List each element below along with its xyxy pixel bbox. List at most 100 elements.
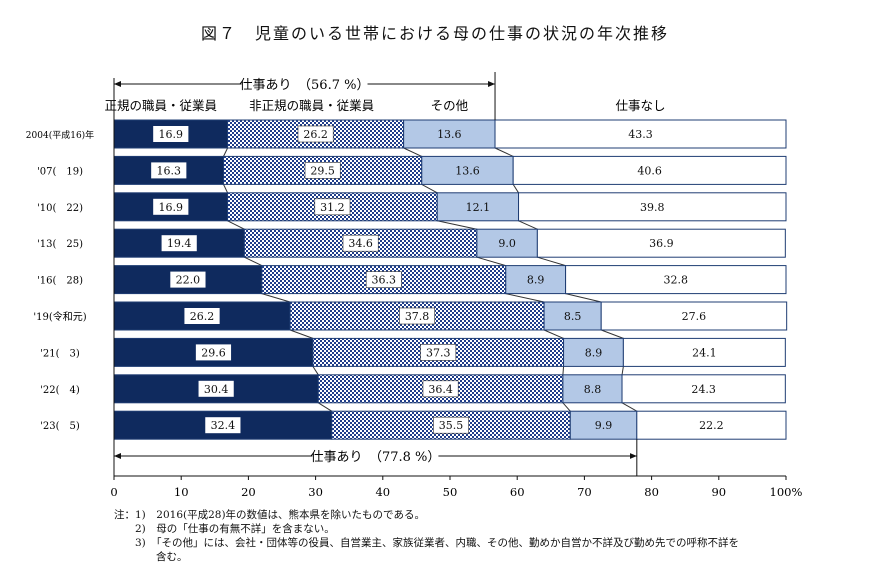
x-tick-label: 100%	[770, 485, 803, 499]
segment-other	[569, 410, 638, 440]
value-label: 13.6	[455, 164, 480, 177]
connector-line	[537, 256, 566, 267]
x-tick-label: 80	[644, 485, 659, 499]
connector-line	[512, 184, 519, 194]
value-label: 37.3	[426, 346, 451, 359]
note-2: 2) 母の「仕事の有無不詳」を含まない。	[114, 523, 335, 535]
value-label-box	[422, 380, 459, 398]
value-label: 9.9	[595, 419, 613, 432]
x-tick-label: 50	[443, 485, 458, 499]
value-label: 32.8	[664, 274, 689, 287]
value-label-box	[365, 271, 402, 288]
segment-no-work	[512, 155, 787, 185]
value-label: 36.9	[649, 237, 674, 250]
value-label: 22.2	[699, 419, 724, 432]
category-label: '13( 25)	[37, 239, 83, 250]
connector-line	[227, 220, 245, 230]
segment-no-work	[622, 337, 786, 367]
chart-title: 図７ 児童のいる世帯における母の仕事の状況の年次推移	[200, 24, 669, 43]
value-label-box	[151, 162, 187, 179]
connector-line	[601, 329, 624, 339]
category-label: '19(令和元)	[33, 310, 86, 323]
segment-no-work	[636, 410, 787, 440]
legend-label: 正規の職員・従業員	[105, 98, 218, 113]
note-4: 含む。	[114, 551, 188, 563]
connector-line	[621, 402, 638, 412]
x-tick-label: 40	[375, 485, 390, 499]
segment-regular	[113, 374, 319, 404]
connector-line	[562, 366, 565, 375]
connector-line	[403, 147, 422, 157]
annotation-label: 仕事あり （56.7 %）	[240, 78, 370, 93]
value-label-box	[161, 235, 197, 252]
value-label-box	[198, 380, 234, 397]
value-label: 35.5	[439, 419, 464, 432]
value-label-box	[304, 162, 341, 179]
value-label: 26.2	[190, 310, 215, 323]
value-label: 31.2	[320, 201, 345, 214]
value-label-box	[153, 126, 189, 142]
value-label: 12.1	[466, 201, 491, 214]
annotation-label: 仕事あり （77.8 %）	[310, 450, 440, 465]
note-1: 注：1) 2016(平成28)年の数値は、熊本県を除いたものである。	[114, 509, 425, 521]
connector-line	[621, 366, 624, 375]
value-label: 30.4	[204, 383, 229, 396]
value-label-box	[314, 198, 351, 216]
x-tick-label: 70	[577, 485, 592, 499]
value-label-box	[420, 344, 457, 361]
value-label: 36.3	[372, 274, 397, 287]
value-label: 16.9	[159, 128, 184, 141]
value-label: 40.6	[637, 164, 662, 177]
value-label-box	[433, 416, 469, 434]
connector-line	[543, 329, 564, 339]
value-label-box	[205, 417, 241, 434]
value-label-box	[153, 198, 189, 215]
connector-line	[565, 293, 602, 303]
connector-line	[494, 147, 514, 157]
category-label: 2004(平成16)年	[26, 129, 94, 141]
value-label: 19.4	[167, 237, 192, 250]
segment-nonregular	[331, 410, 571, 440]
value-label: 8.9	[527, 274, 545, 287]
segment-other	[403, 119, 496, 149]
legend-label: その他	[431, 98, 469, 113]
category-label: '07( 19)	[37, 166, 83, 177]
value-label: 8.8	[584, 383, 602, 396]
category-label: '23( 5)	[40, 421, 80, 432]
value-label: 29.6	[201, 346, 226, 359]
value-label: 24.3	[691, 383, 716, 396]
connector-line	[476, 256, 506, 267]
value-label: 8.5	[564, 310, 582, 323]
value-label: 22.0	[176, 274, 201, 287]
x-tick-label: 0	[110, 485, 117, 499]
segment-no-work	[565, 265, 787, 295]
connector-line	[437, 220, 477, 230]
value-label: 13.6	[437, 128, 462, 141]
value-label: 29.5	[310, 164, 335, 177]
value-label: 26.2	[303, 128, 328, 141]
connector-line	[421, 183, 438, 194]
legend-label: 非正規の職員・従業員	[249, 98, 375, 113]
segment-regular	[113, 337, 314, 367]
connector-line	[289, 329, 314, 339]
connector-line	[505, 293, 545, 303]
value-label-box	[170, 271, 206, 288]
value-label-box	[184, 308, 220, 324]
connector-line	[562, 402, 571, 412]
connector-line	[244, 256, 263, 267]
value-label: 24.1	[692, 346, 717, 359]
segment-other	[505, 265, 567, 295]
category-label: '16( 28)	[37, 276, 83, 287]
value-label-box	[399, 307, 435, 325]
segment-other	[543, 301, 602, 331]
value-label: 27.6	[682, 310, 707, 323]
segment-other	[476, 228, 538, 258]
connector-line	[223, 184, 229, 194]
footnotes: 注：1) 2016(平成28)年の数値は、熊本県を除いたものである。 2) 母の…	[114, 508, 739, 564]
x-tick-label: 20	[241, 485, 256, 499]
segment-no-work	[494, 119, 787, 149]
value-label: 16.3	[157, 164, 182, 177]
segment-no-work	[621, 374, 786, 404]
connector-line	[318, 402, 332, 412]
